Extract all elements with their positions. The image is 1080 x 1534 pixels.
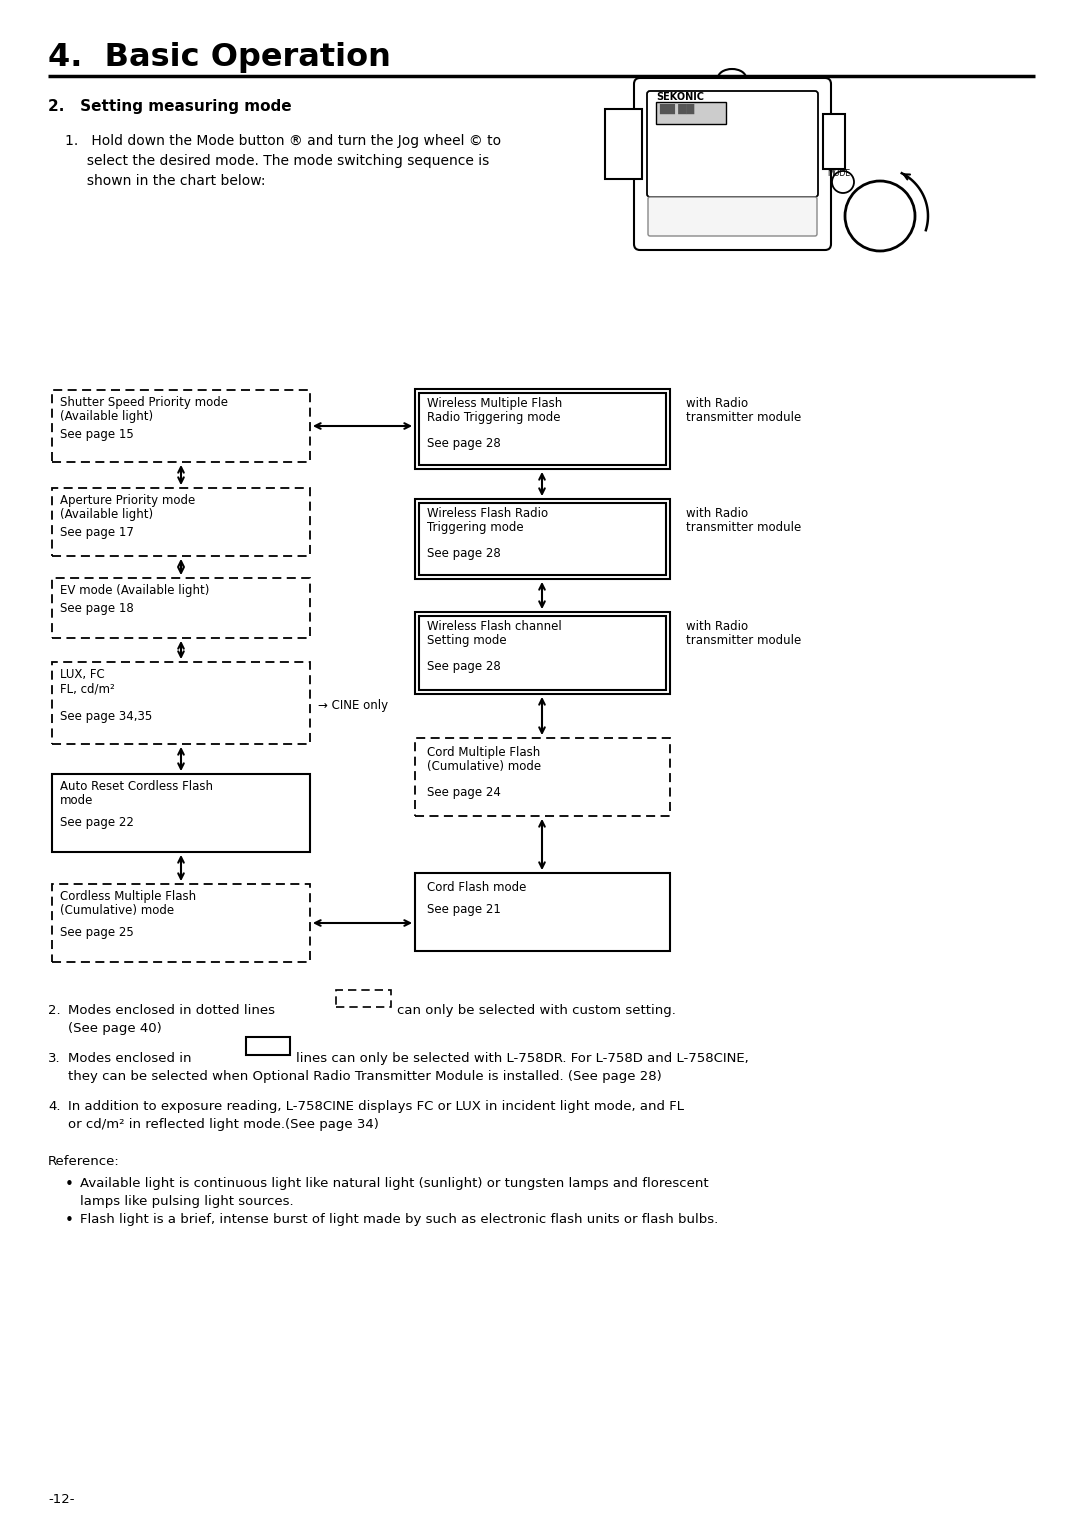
Bar: [52, 578, 310, 638]
Text: → CINE only: → CINE only: [318, 700, 388, 712]
Text: transmitter module: transmitter module: [686, 634, 801, 647]
FancyBboxPatch shape: [647, 91, 818, 196]
Text: Wireless Flash channel: Wireless Flash channel: [427, 620, 562, 634]
Bar: [415, 612, 670, 693]
Text: 2.: 2.: [48, 1003, 60, 1017]
Text: 2.   Setting measuring mode: 2. Setting measuring mode: [48, 100, 292, 114]
Text: See page 28: See page 28: [427, 437, 501, 449]
Bar: [419, 617, 666, 690]
Text: 1.   Hold down the Mode button ® and turn the Jog wheel © to
     select the des: 1. Hold down the Mode button ® and turn …: [65, 133, 501, 189]
Text: lines can only be selected with L-758DR. For L-758D and L-758CINE,: lines can only be selected with L-758DR.…: [296, 1052, 748, 1065]
Text: or cd/m² in reflected light mode.(See page 34): or cd/m² in reflected light mode.(See pa…: [68, 1118, 379, 1131]
Text: Cord Multiple Flash: Cord Multiple Flash: [427, 746, 540, 759]
Text: See page 34,35: See page 34,35: [60, 710, 152, 723]
Text: lamps like pulsing light sources.: lamps like pulsing light sources.: [80, 1195, 294, 1207]
Text: Modes enclosed in dotted lines: Modes enclosed in dotted lines: [68, 1003, 275, 1017]
Bar: [52, 390, 310, 462]
Text: •: •: [65, 1213, 73, 1229]
Text: -12-: -12-: [48, 1493, 75, 1506]
Text: In addition to exposure reading, L-758CINE displays FC or LUX in incident light : In addition to exposure reading, L-758CI…: [68, 1100, 684, 1114]
Text: with Radio: with Radio: [686, 397, 748, 410]
Bar: [52, 488, 310, 555]
Bar: [415, 873, 670, 951]
Bar: [419, 503, 666, 575]
Text: Modes enclosed in: Modes enclosed in: [68, 1052, 191, 1065]
Text: MODE: MODE: [827, 169, 850, 178]
Text: 4.  Basic Operation: 4. Basic Operation: [48, 41, 391, 74]
Text: LUX, FC: LUX, FC: [60, 667, 105, 681]
FancyBboxPatch shape: [648, 196, 816, 236]
Text: Aperture Priority mode: Aperture Priority mode: [60, 494, 195, 508]
Text: Wireless Flash Radio: Wireless Flash Radio: [427, 508, 549, 520]
Text: See page 18: See page 18: [60, 601, 134, 615]
Text: Setting mode: Setting mode: [427, 634, 507, 647]
Text: Flash light is a brief, intense burst of light made by such as electronic flash : Flash light is a brief, intense burst of…: [80, 1213, 718, 1226]
Text: 3.: 3.: [48, 1052, 60, 1065]
Text: Radio Triggering mode: Radio Triggering mode: [427, 411, 561, 423]
Text: SEKONIC: SEKONIC: [656, 92, 704, 101]
Text: they can be selected when Optional Radio Transmitter Module is installed. (See p: they can be selected when Optional Radio…: [68, 1071, 662, 1083]
Text: transmitter module: transmitter module: [686, 411, 801, 423]
Text: See page 25: See page 25: [60, 927, 134, 939]
Text: ██ ██: ██ ██: [659, 104, 694, 114]
Text: See page 21: See page 21: [427, 904, 501, 916]
FancyBboxPatch shape: [634, 78, 831, 250]
Text: mode: mode: [60, 795, 93, 807]
Bar: [336, 989, 391, 1006]
Text: (Available light): (Available light): [60, 508, 153, 522]
Text: EV mode (Available light): EV mode (Available light): [60, 584, 210, 597]
Text: See page 17: See page 17: [60, 526, 134, 538]
Text: with Radio: with Radio: [686, 508, 748, 520]
Text: (See page 40): (See page 40): [68, 1022, 162, 1035]
Text: with Radio: with Radio: [686, 620, 748, 634]
Text: •: •: [65, 1177, 73, 1192]
Bar: [415, 499, 670, 578]
Text: can only be selected with custom setting.: can only be selected with custom setting…: [397, 1003, 676, 1017]
Bar: [52, 663, 310, 744]
Text: (Cumulative) mode: (Cumulative) mode: [60, 904, 174, 917]
Bar: [605, 109, 642, 179]
Text: 4.: 4.: [48, 1100, 60, 1114]
Text: See page 15: See page 15: [60, 428, 134, 440]
Text: See page 28: See page 28: [427, 660, 501, 673]
Text: Wireless Multiple Flash: Wireless Multiple Flash: [427, 397, 563, 410]
Text: See page 22: See page 22: [60, 816, 134, 828]
Text: (Cumulative) mode: (Cumulative) mode: [427, 759, 541, 773]
Bar: [823, 114, 845, 169]
Text: Cordless Multiple Flash: Cordless Multiple Flash: [60, 890, 197, 904]
Text: Cord Flash mode: Cord Flash mode: [427, 881, 526, 894]
Bar: [52, 775, 310, 851]
Text: Available light is continuous light like natural light (sunlight) or tungsten la: Available light is continuous light like…: [80, 1177, 708, 1190]
Bar: [52, 884, 310, 962]
Text: Reference:: Reference:: [48, 1155, 120, 1167]
Text: Triggering mode: Triggering mode: [427, 522, 524, 534]
Bar: [415, 738, 670, 816]
Bar: [419, 393, 666, 465]
Text: Auto Reset Cordless Flash: Auto Reset Cordless Flash: [60, 779, 213, 793]
Text: transmitter module: transmitter module: [686, 522, 801, 534]
Bar: [656, 101, 726, 124]
Bar: [415, 390, 670, 469]
Text: Shutter Speed Priority mode: Shutter Speed Priority mode: [60, 396, 228, 410]
Text: (Available light): (Available light): [60, 410, 153, 423]
Text: FL, cd/m²: FL, cd/m²: [60, 683, 114, 695]
Text: See page 24: See page 24: [427, 785, 501, 799]
Bar: [246, 1037, 291, 1055]
Text: See page 28: See page 28: [427, 548, 501, 560]
